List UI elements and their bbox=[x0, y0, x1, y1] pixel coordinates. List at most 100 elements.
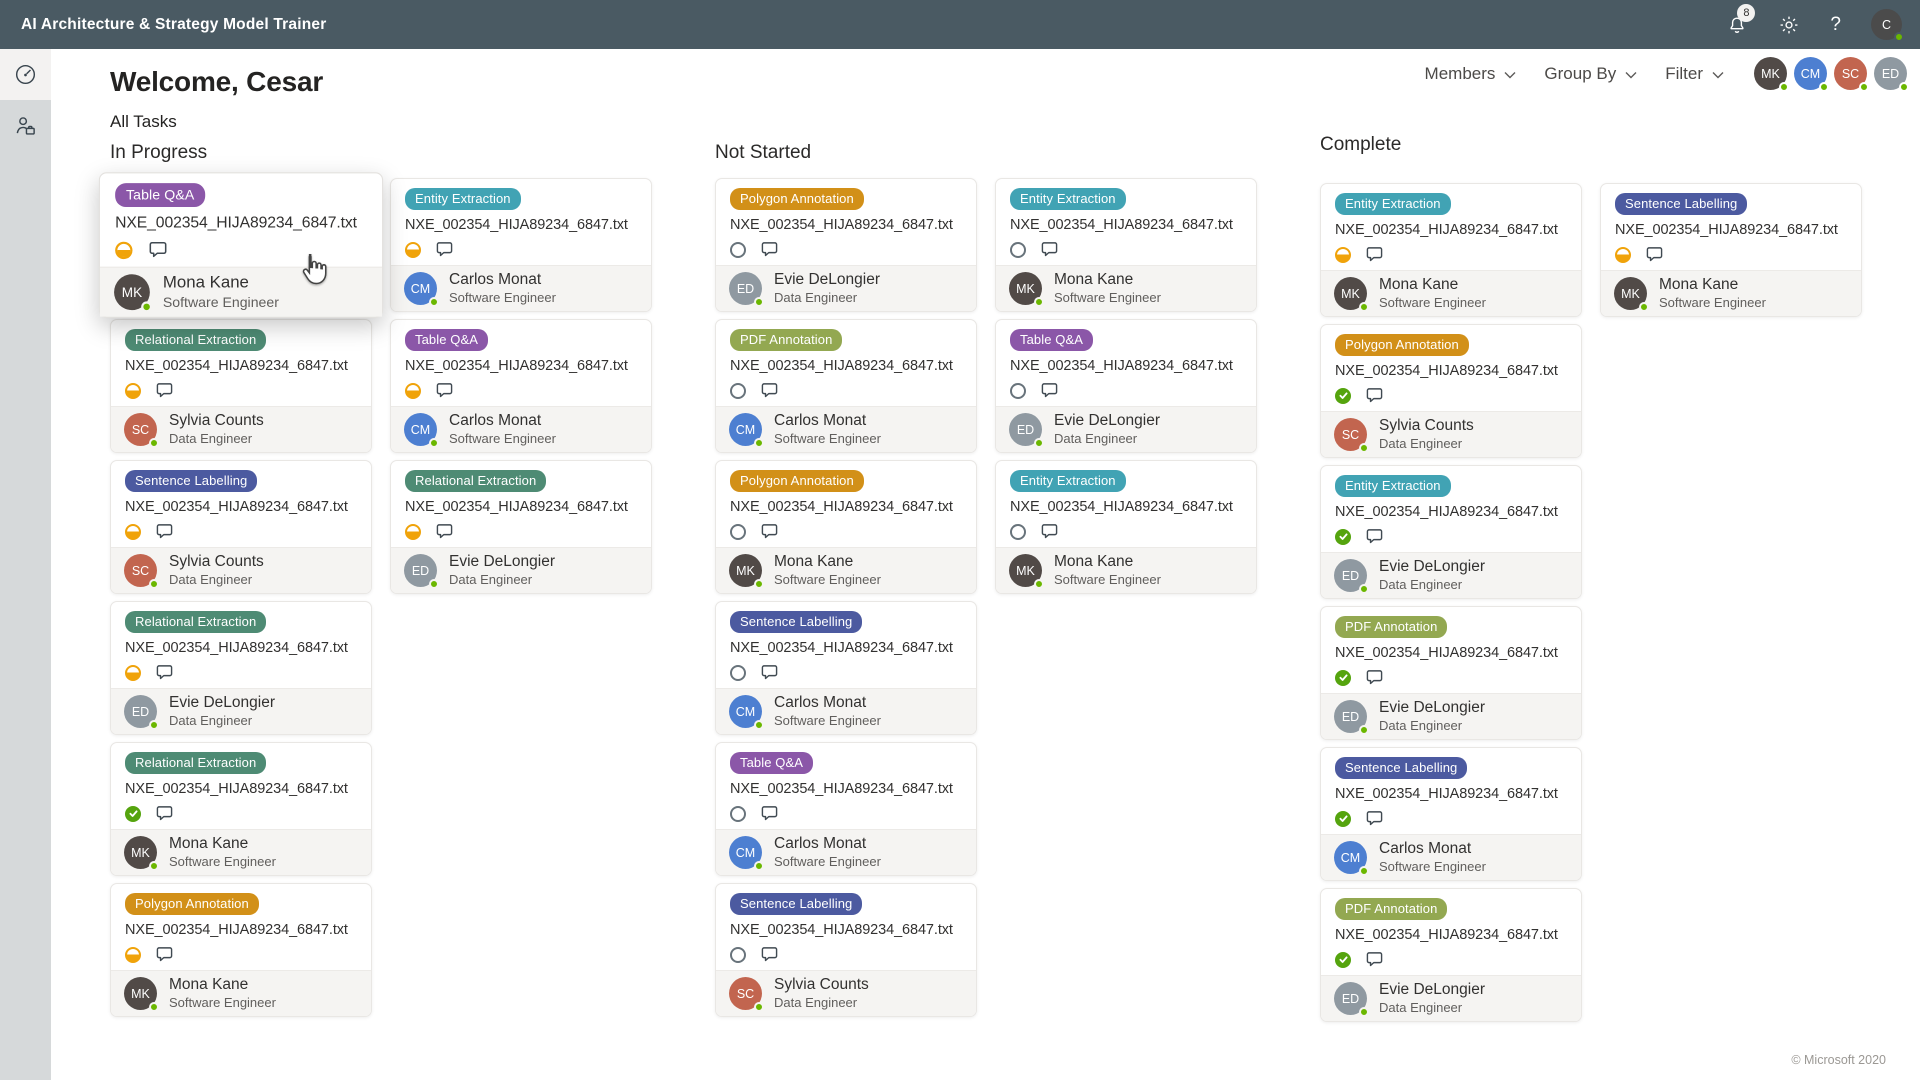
task-card[interactable]: Entity Extraction NXE_002354_HIJA89234_68… bbox=[390, 178, 652, 312]
comment-icon[interactable] bbox=[760, 664, 779, 681]
avatar: CM bbox=[404, 413, 439, 448]
avatar[interactable]: MK bbox=[1754, 57, 1789, 92]
comment-icon[interactable] bbox=[148, 241, 169, 259]
comment-icon[interactable] bbox=[155, 664, 174, 681]
avatar: SC bbox=[1334, 418, 1369, 453]
status-complete-icon bbox=[1335, 669, 1351, 686]
comment-icon[interactable] bbox=[1365, 810, 1384, 827]
filter-dropdown[interactable]: Filter bbox=[1665, 64, 1724, 84]
task-tag: Relational Extraction bbox=[125, 752, 267, 774]
comment-icon[interactable] bbox=[1645, 246, 1664, 263]
status-in-progress-icon bbox=[405, 382, 421, 399]
comment-icon[interactable] bbox=[1365, 951, 1384, 968]
task-card[interactable]: Relational Extraction NXE_002354_HIJA8923… bbox=[390, 460, 652, 594]
avatar[interactable]: ED bbox=[1874, 57, 1909, 92]
avatar-initials: CM bbox=[1800, 66, 1821, 81]
task-card[interactable]: Relational Extraction NXE_002354_HIJA8923… bbox=[110, 742, 372, 876]
task-card[interactable]: Polygon Annotation NXE_002354_HIJA89234_6… bbox=[715, 178, 977, 312]
task-card[interactable]: Sentence Labelling NXE_002354_HIJA89234_6… bbox=[1600, 183, 1862, 317]
task-card[interactable]: PDF Annotation NXE_002354_HIJA89234_6847.… bbox=[1320, 888, 1582, 1022]
task-card[interactable]: PDF Annotation NXE_002354_HIJA89234_6847.… bbox=[1320, 606, 1582, 740]
assignee-role: Data Engineer bbox=[1379, 577, 1463, 593]
members-dropdown[interactable]: Members bbox=[1425, 64, 1517, 84]
task-tag: Polygon Annotation bbox=[730, 470, 864, 492]
task-card[interactable]: Polygon Annotation NXE_002354_HIJA89234_6… bbox=[1320, 324, 1582, 458]
comment-icon[interactable] bbox=[1040, 241, 1059, 258]
task-card-body: Table Q&A NXE_002354_HIJA89234_6847.txt bbox=[391, 320, 651, 406]
comment-icon[interactable] bbox=[760, 805, 779, 822]
comment-icon[interactable] bbox=[155, 382, 174, 399]
app-title: AI Architecture & Strategy Model Trainer bbox=[21, 15, 327, 33]
task-card[interactable]: Table Q&A NXE_002354_HIJA89234_6847.txt CM… bbox=[390, 319, 652, 453]
comment-icon[interactable] bbox=[435, 523, 454, 540]
task-card[interactable]: Entity Extraction NXE_002354_HIJA89234_68… bbox=[995, 178, 1257, 312]
assignee-role: Data Engineer bbox=[169, 572, 253, 588]
comment-icon[interactable] bbox=[435, 382, 454, 399]
comment-icon[interactable] bbox=[760, 523, 779, 540]
assignee-name: Mona Kane bbox=[169, 976, 249, 994]
task-card[interactable]: Entity Extraction NXE_002354_HIJA89234_68… bbox=[1320, 183, 1582, 317]
notifications-button[interactable]: 8 bbox=[1726, 3, 1756, 38]
settings-button[interactable] bbox=[1778, 12, 1800, 38]
comment-icon[interactable] bbox=[1365, 246, 1384, 263]
column-cards: Table Q&A NXE_002354_HIJA89234_6847.txt MK… bbox=[98, 172, 652, 1024]
task-card[interactable]: Table Q&A NXE_002354_HIJA89234_6847.txt MK… bbox=[98, 172, 384, 318]
comment-icon[interactable] bbox=[435, 241, 454, 258]
status-in-progress-icon bbox=[125, 382, 141, 399]
comment-icon[interactable] bbox=[155, 946, 174, 963]
help-button[interactable]: ? bbox=[1830, 12, 1841, 38]
sidebar-item-dashboard[interactable] bbox=[0, 49, 51, 100]
task-card[interactable]: Polygon Annotation NXE_002354_HIJA89234_6… bbox=[110, 883, 372, 1017]
task-tag: Table Q&A bbox=[115, 183, 206, 208]
assignee-name: Mona Kane bbox=[162, 273, 249, 292]
status-not-started-icon bbox=[730, 241, 746, 258]
comment-icon[interactable] bbox=[1365, 669, 1384, 686]
task-card[interactable]: Polygon Annotation NXE_002354_HIJA89234_6… bbox=[715, 460, 977, 594]
comment-icon[interactable] bbox=[1365, 387, 1384, 404]
task-card[interactable]: Sentence Labelling NXE_002354_HIJA89234_6… bbox=[715, 883, 977, 1017]
comment-icon[interactable] bbox=[760, 946, 779, 963]
comment-icon[interactable] bbox=[1040, 382, 1059, 399]
page-subtitle: All Tasks bbox=[110, 112, 177, 131]
avatar-initials: ED bbox=[1016, 422, 1035, 437]
task-card[interactable]: Sentence Labelling NXE_002354_HIJA89234_6… bbox=[110, 460, 372, 594]
task-assignee: SC Sylvia Counts Data Engineer bbox=[111, 547, 371, 593]
comment-icon[interactable] bbox=[155, 805, 174, 822]
comment-icon[interactable] bbox=[760, 241, 779, 258]
comment-icon[interactable] bbox=[1365, 528, 1384, 545]
task-file-name: NXE_002354_HIJA89234_6847.txt bbox=[730, 358, 953, 374]
avatar-initials: ED bbox=[1881, 66, 1900, 81]
avatar-initials: ED bbox=[1341, 568, 1360, 583]
avatar[interactable]: CM bbox=[1794, 57, 1829, 92]
task-icon-row bbox=[405, 382, 637, 399]
avatar[interactable]: SC bbox=[1834, 57, 1869, 92]
presence-indicator bbox=[754, 1002, 764, 1012]
user-avatar[interactable]: C bbox=[1871, 9, 1904, 42]
group-by-dropdown[interactable]: Group By bbox=[1544, 64, 1637, 84]
task-card[interactable]: Table Q&A NXE_002354_HIJA89234_6847.txt ED… bbox=[995, 319, 1257, 453]
task-assignee: ED Evie DeLongier Data Engineer bbox=[111, 688, 371, 734]
column-complete: Complete Entity Extraction NXE_002354_HIJA… bbox=[1320, 134, 1862, 1029]
task-card-body: Table Q&A NXE_002354_HIJA89234_6847.txt bbox=[716, 743, 976, 829]
assignee-info: Carlos Monat Software Engineer bbox=[774, 835, 881, 870]
comment-icon[interactable] bbox=[760, 382, 779, 399]
comment-icon[interactable] bbox=[155, 523, 174, 540]
task-card[interactable]: Relational Extraction NXE_002354_HIJA8923… bbox=[110, 319, 372, 453]
task-card[interactable]: Relational Extraction NXE_002354_HIJA8923… bbox=[110, 601, 372, 735]
task-card[interactable]: Entity Extraction NXE_002354_HIJA89234_68… bbox=[1320, 465, 1582, 599]
assignee-info: Sylvia Counts Data Engineer bbox=[169, 553, 264, 588]
task-card[interactable]: Table Q&A NXE_002354_HIJA89234_6847.txt CM… bbox=[715, 742, 977, 876]
column-title: Complete bbox=[1320, 134, 1402, 155]
avatar-initials: MK bbox=[1621, 286, 1640, 301]
task-card[interactable]: Entity Extraction NXE_002354_HIJA89234_68… bbox=[995, 460, 1257, 594]
sidebar-item-team[interactable] bbox=[0, 100, 51, 151]
comment-icon[interactable] bbox=[1040, 523, 1059, 540]
task-card[interactable]: PDF Annotation NXE_002354_HIJA89234_6847.… bbox=[715, 319, 977, 453]
gear-icon bbox=[1778, 14, 1800, 36]
avatar: MK bbox=[729, 554, 764, 589]
task-assignee: ED Evie DeLongier Data Engineer bbox=[1321, 693, 1581, 739]
task-card[interactable]: Sentence Labelling NXE_002354_HIJA89234_6… bbox=[715, 601, 977, 735]
chevron-down-icon bbox=[1625, 69, 1637, 79]
task-card[interactable]: Sentence Labelling NXE_002354_HIJA89234_6… bbox=[1320, 747, 1582, 881]
assignee-info: Carlos Monat Software Engineer bbox=[449, 412, 556, 447]
